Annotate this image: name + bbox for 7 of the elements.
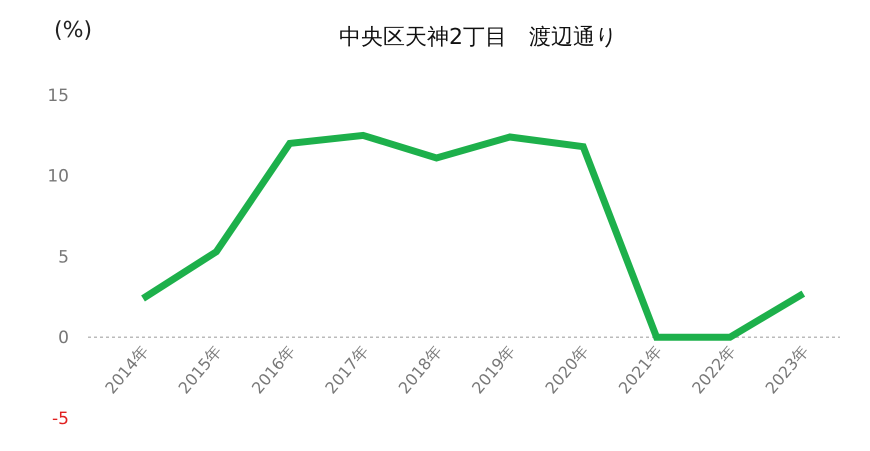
y-tick-label: 0 (58, 328, 69, 348)
chart-title: 中央区天神2丁目 渡辺通り (339, 24, 618, 50)
y-tick-label: 10 (47, 166, 69, 187)
y-tick-label: 15 (47, 86, 69, 106)
y-axis-title: (%) (54, 18, 92, 43)
y-tick-label: -5 (52, 408, 69, 429)
y-tick-label: 5 (58, 247, 69, 268)
